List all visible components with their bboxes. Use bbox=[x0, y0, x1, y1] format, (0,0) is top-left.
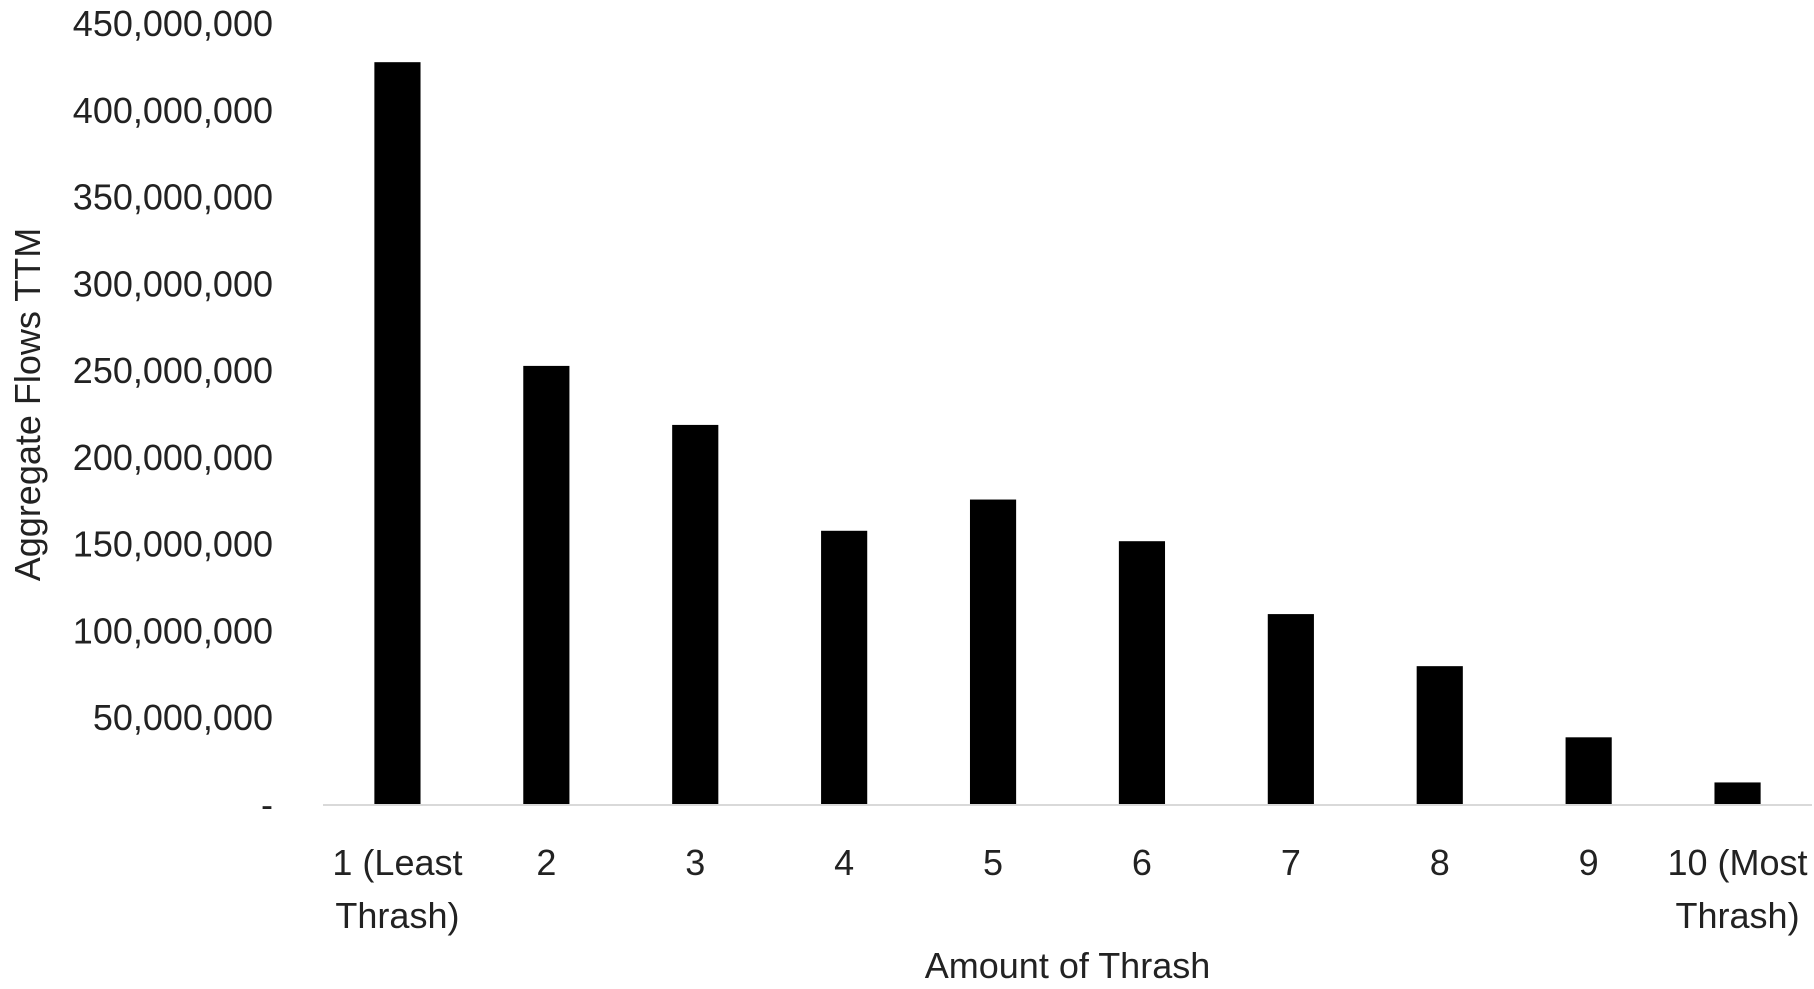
y-tick-label: 150,000,000 bbox=[73, 524, 273, 565]
bar bbox=[523, 365, 570, 805]
bar bbox=[821, 530, 868, 805]
x-tick-label: 10 (Most Thrash) bbox=[1668, 842, 1808, 936]
bar bbox=[1118, 541, 1166, 805]
y-axis-ticks: - 50,000,000 100,000,000 150,000,000 200,000… bbox=[73, 3, 273, 825]
y-tick-label: 300,000,000 bbox=[73, 263, 273, 304]
x-axis-title: Amount of Thrash bbox=[925, 945, 1211, 986]
bars bbox=[374, 62, 1761, 805]
x-axis-ticks: 1 (Least Thrash) 2 3 4 5 6 7 8 9 10 (Most Thrash) bbox=[332, 842, 1807, 936]
x-tick-label: 1 (Least Thrash) bbox=[332, 842, 462, 936]
y-tick-label: 50,000,000 bbox=[93, 697, 273, 738]
y-tick-label: 250,000,000 bbox=[73, 350, 273, 391]
y-axis-title: Aggregate Flows TTM bbox=[7, 228, 48, 581]
bar bbox=[969, 499, 1017, 805]
bar bbox=[1714, 782, 1761, 805]
x-tick-label: 4 bbox=[834, 842, 854, 883]
x-tick-label: 2 bbox=[536, 842, 556, 883]
y-tick-label: 350,000,000 bbox=[73, 177, 273, 218]
y-tick-label: 100,000,000 bbox=[73, 610, 273, 651]
y-tick-label: - bbox=[261, 784, 273, 825]
y-tick-label: 200,000,000 bbox=[73, 437, 273, 478]
bar bbox=[1267, 614, 1314, 805]
y-tick-label: 450,000,000 bbox=[73, 3, 273, 44]
x-tick-label: 3 bbox=[685, 842, 705, 883]
x-tick-label: 6 bbox=[1132, 842, 1152, 883]
x-tick-label: 9 bbox=[1579, 842, 1599, 883]
x-tick-label: 7 bbox=[1281, 842, 1301, 883]
bar bbox=[1416, 666, 1463, 805]
x-tick-label: 8 bbox=[1430, 842, 1450, 883]
x-tick-label: 5 bbox=[983, 842, 1003, 883]
bar bbox=[1565, 737, 1612, 805]
bar bbox=[374, 62, 421, 805]
y-tick-label: 400,000,000 bbox=[73, 90, 273, 131]
bar bbox=[672, 424, 719, 805]
